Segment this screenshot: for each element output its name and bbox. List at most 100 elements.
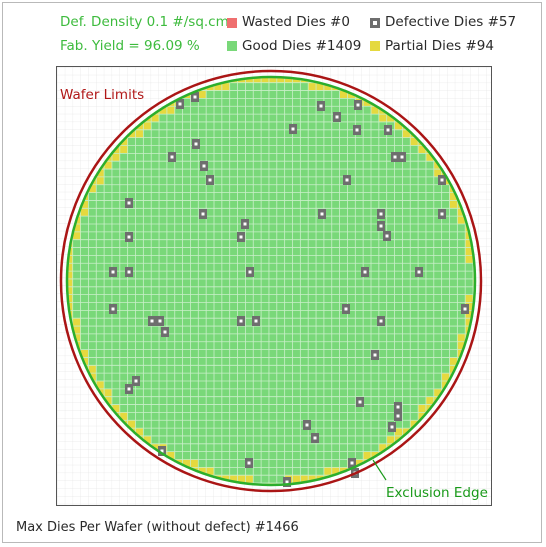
partial-die: [410, 420, 419, 429]
defective-die: [192, 139, 200, 149]
partial-die: [96, 381, 105, 389]
partial-die: [159, 106, 167, 115]
defective-die: [158, 446, 166, 456]
defective-die: [318, 209, 326, 219]
defective-die: [241, 219, 249, 229]
partial-die: [441, 373, 450, 381]
defective-die: [343, 175, 351, 185]
partial-die: [284, 78, 293, 83]
partial-die: [135, 428, 144, 436]
defective-die: [245, 458, 253, 468]
wafer-map: [57, 67, 491, 505]
partial-die: [190, 459, 199, 468]
partial-die: [119, 412, 128, 421]
defective-die: [394, 411, 402, 421]
partial-die: [465, 239, 474, 248]
partial-die: [276, 78, 285, 83]
defective-die: [246, 267, 254, 277]
wafer-limits-circle: [59, 69, 483, 493]
partial-die: [308, 475, 317, 484]
defective-die: [361, 267, 369, 277]
partial-die: [166, 451, 175, 460]
defective-die: [333, 112, 341, 122]
defective-die: [125, 384, 133, 394]
defective-die: [353, 125, 361, 135]
max-dies-text: Max Dies Per Wafer (without defect) #146…: [16, 520, 299, 535]
partial-die: [68, 271, 73, 279]
partial-die: [418, 404, 426, 413]
partial-die: [465, 302, 474, 311]
partial-die: [473, 278, 474, 287]
partial-die: [261, 483, 269, 484]
defective-die: [191, 92, 199, 102]
defective-die: [161, 327, 169, 337]
exclusion-edge-pointer: [372, 459, 387, 481]
partial-die: [308, 82, 317, 91]
partial-die: [425, 153, 434, 162]
partial-die: [206, 467, 214, 476]
partial-die: [80, 349, 89, 358]
partial-die: [323, 467, 332, 476]
defective-die: [348, 458, 356, 468]
partial-die: [72, 231, 81, 240]
partial-die: [363, 451, 371, 460]
defective-die: [125, 232, 133, 242]
partial-die: [104, 388, 112, 397]
partial-die: [433, 169, 442, 177]
partial-die: [292, 475, 301, 484]
defective-die: [148, 316, 156, 326]
defective-die: [354, 100, 362, 110]
partial-die: [68, 278, 73, 287]
partial-die: [425, 396, 434, 405]
partial-die: [88, 184, 97, 193]
partial-die: [198, 467, 207, 476]
defective-die: [237, 316, 245, 326]
exclusion-edge-circle: [65, 75, 477, 487]
partial-die: [402, 129, 411, 138]
partial-die: [68, 294, 73, 303]
partial-die: [386, 114, 395, 122]
defective-dies-label: Defective Dies #57: [385, 14, 517, 30]
partial-die: [72, 224, 81, 232]
partial-die: [135, 129, 144, 138]
partial-die: [111, 153, 120, 162]
defective-die: [391, 152, 399, 162]
defective-die: [377, 221, 385, 231]
partial-die: [245, 475, 254, 484]
defective-die: [317, 101, 325, 111]
defective-die: [206, 175, 214, 185]
good-dies-swatch: [227, 41, 237, 51]
defective-die: [237, 232, 245, 242]
defective-die: [384, 125, 392, 135]
partial-die: [72, 333, 81, 342]
partial-die: [339, 90, 348, 99]
good-dies-area: [68, 78, 474, 484]
defective-die: [176, 99, 184, 109]
defective-die: [199, 209, 207, 219]
wasted-dies-label: Wasted Dies #0: [242, 14, 350, 30]
defective-die: [156, 316, 164, 326]
partial-die: [449, 200, 458, 209]
defective-die: [388, 422, 396, 432]
partial-die: [386, 435, 395, 444]
wafer-map-panel: Def. Density 0.1 #/sq.cm Fab. Yield = 96…: [2, 2, 542, 543]
partial-die: [331, 467, 340, 476]
defective-die: [289, 124, 297, 134]
defective-dies-swatch: [370, 18, 380, 28]
partial-dies-label: Partial Dies #94: [385, 38, 494, 54]
defective-die: [311, 433, 319, 443]
partial-die: [457, 333, 466, 342]
wafer-limits-label: Wafer Limits: [60, 87, 145, 103]
partial-die: [457, 216, 466, 224]
defective-die: [356, 397, 364, 407]
partial-die: [465, 294, 474, 303]
defective-die: [394, 402, 402, 412]
partial-die: [127, 420, 136, 429]
partial-die: [449, 357, 458, 366]
partial-die: [104, 396, 112, 405]
defective-die: [200, 161, 208, 171]
partial-die: [465, 318, 474, 327]
partial-die: [80, 200, 89, 209]
partial-die: [119, 145, 128, 154]
partial-die: [473, 271, 474, 279]
